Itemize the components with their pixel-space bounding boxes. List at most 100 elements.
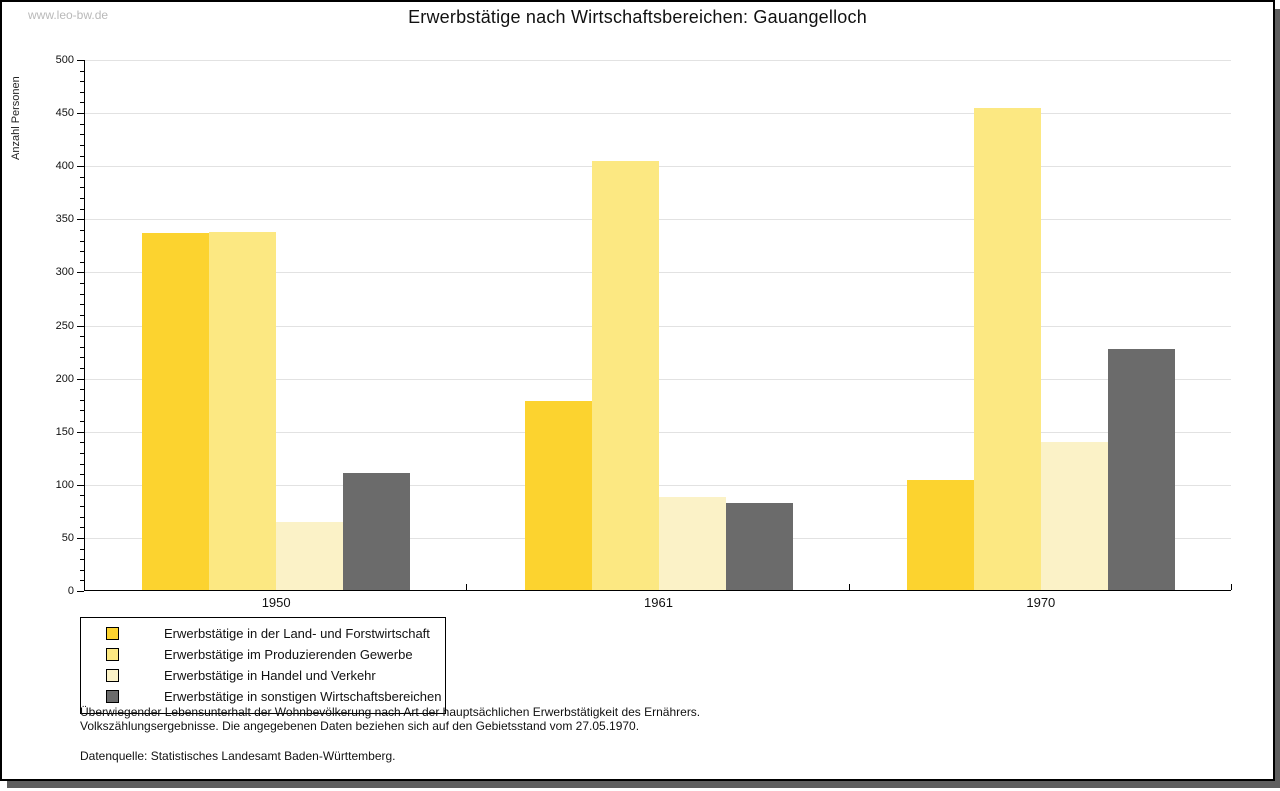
y-tick-minor: [80, 421, 84, 423]
legend-row: Erwerbstätige in der Land- und Forstwirt…: [81, 623, 445, 644]
y-tick-minor: [80, 251, 84, 253]
legend-swatch-icon: [106, 669, 119, 682]
bar-1961-series4: [725, 502, 793, 590]
y-tick-major: [77, 272, 84, 274]
legend-label: Erwerbstätige in sonstigen Wirtschaftsbe…: [164, 689, 442, 704]
y-tick-major: [77, 325, 84, 327]
legend-label: Erwerbstätige in der Land- und Forstwirt…: [164, 626, 430, 641]
y-tick-minor: [80, 495, 84, 497]
data-source: Datenquelle: Statistisches Landesamt Bad…: [80, 749, 396, 763]
bar-1970-series2: [973, 107, 1041, 590]
legend-swatch-icon: [106, 627, 119, 640]
bar-1961-series2: [591, 160, 659, 590]
bar-1950-series1: [142, 233, 210, 590]
bar-1961-series3: [658, 496, 726, 590]
y-tick-minor: [80, 81, 84, 83]
y-tick-label: 100: [55, 478, 74, 491]
y-tick-minor: [80, 91, 84, 93]
x-tick: [466, 584, 468, 590]
y-tick-minor: [80, 452, 84, 454]
x-tick: [848, 584, 850, 590]
y-tick-minor: [80, 569, 84, 571]
y-tick-minor: [80, 70, 84, 72]
x-category-label: 1970: [1026, 595, 1056, 610]
y-tick-minor: [80, 283, 84, 285]
y-tick-minor: [80, 559, 84, 561]
footnote: Überwiegender Lebensunterhalt der Wohnbe…: [80, 705, 701, 764]
y-tick-minor: [80, 442, 84, 444]
bar-1950-series3: [276, 522, 344, 590]
chart-title: Erwerbstätige nach Wirtschaftsbereichen:…: [408, 7, 867, 27]
y-tick-minor: [80, 506, 84, 508]
x-category-label: 1961: [644, 595, 673, 610]
y-tick-minor: [80, 102, 84, 104]
y-tick-label: 400: [55, 160, 74, 173]
bar-1970-series3: [1040, 442, 1108, 590]
y-tick-major: [77, 60, 84, 61]
y-tick-minor: [80, 410, 84, 412]
y-tick-minor: [80, 463, 84, 465]
y-tick-minor: [80, 580, 84, 582]
y-tick-minor: [80, 123, 84, 125]
y-tick-minor: [80, 229, 84, 231]
bar-1970-series1: [906, 479, 974, 590]
legend-label: Erwerbstätige in Handel und Verkehr: [164, 668, 376, 683]
y-tick-minor: [80, 357, 84, 359]
y-tick-major: [77, 484, 84, 486]
legend-label: Erwerbstätige im Produzierenden Gewerbe: [164, 647, 413, 662]
legend-row: Erwerbstätige in Handel und Verkehr: [81, 665, 445, 686]
y-tick-label: 200: [55, 372, 74, 385]
y-tick-minor: [80, 346, 84, 348]
y-tick-minor: [80, 144, 84, 146]
y-tick-minor: [80, 261, 84, 263]
y-tick-label: 300: [55, 266, 74, 279]
y-tick-label: 350: [55, 213, 74, 226]
y-tick-minor: [80, 208, 84, 210]
y-tick-major: [77, 431, 84, 433]
footnote-line: Volkszählungsergebnisse. Die angegebenen…: [80, 718, 640, 733]
legend: Erwerbstätige in der Land- und Forstwirt…: [80, 617, 446, 714]
y-tick-minor: [80, 527, 84, 529]
y-tick-minor: [80, 548, 84, 550]
y-tick-minor: [80, 367, 84, 369]
legend-swatch-icon: [106, 690, 119, 703]
bar-1950-series2: [209, 232, 277, 590]
y-tick-minor: [80, 187, 84, 189]
y-tick-minor: [80, 293, 84, 295]
y-tick-label: 250: [55, 319, 74, 332]
bar-1950-series4: [343, 473, 411, 590]
y-tick-minor: [80, 304, 84, 306]
legend-row: Erwerbstätige in sonstigen Wirtschaftsbe…: [81, 686, 445, 707]
y-tick-major: [77, 378, 84, 380]
y-tick-major: [77, 219, 84, 221]
y-tick-label: 150: [55, 425, 74, 438]
y-tick-label: 0: [67, 585, 74, 597]
x-category-label: 1950: [261, 595, 291, 610]
footnote-line: Überwiegender Lebensunterhalt der Wohnbe…: [80, 705, 701, 719]
y-tick-major: [77, 166, 84, 168]
y-axis-label: Anzahl Personen: [10, 76, 22, 160]
legend-swatch-icon: [106, 648, 119, 661]
y-tick-minor: [80, 176, 84, 178]
gridline-450: [85, 113, 1231, 115]
gridline-500: [85, 60, 1231, 61]
watermark: www.leo-bw.de: [28, 8, 109, 22]
bar-1970-series4: [1107, 348, 1175, 590]
y-tick-minor: [80, 198, 84, 200]
y-tick-minor: [80, 134, 84, 136]
y-tick-minor: [80, 389, 84, 391]
y-tick-minor: [80, 240, 84, 242]
y-tick-major: [77, 113, 84, 115]
y-tick-label: 500: [55, 54, 74, 66]
y-tick-minor: [80, 155, 84, 157]
y-tick-major: [77, 591, 84, 592]
y-tick-minor: [80, 314, 84, 316]
x-tick: [1231, 584, 1232, 590]
y-tick-major: [77, 537, 84, 539]
bar-1961-series1: [524, 400, 592, 590]
y-tick-minor: [80, 516, 84, 518]
plot-area: 0 50 100 150 200 250 300 350 400 450 500 1950 1961 19…: [56, 54, 1232, 610]
y-tick-minor: [80, 474, 84, 476]
y-tick-label: 450: [55, 107, 74, 120]
